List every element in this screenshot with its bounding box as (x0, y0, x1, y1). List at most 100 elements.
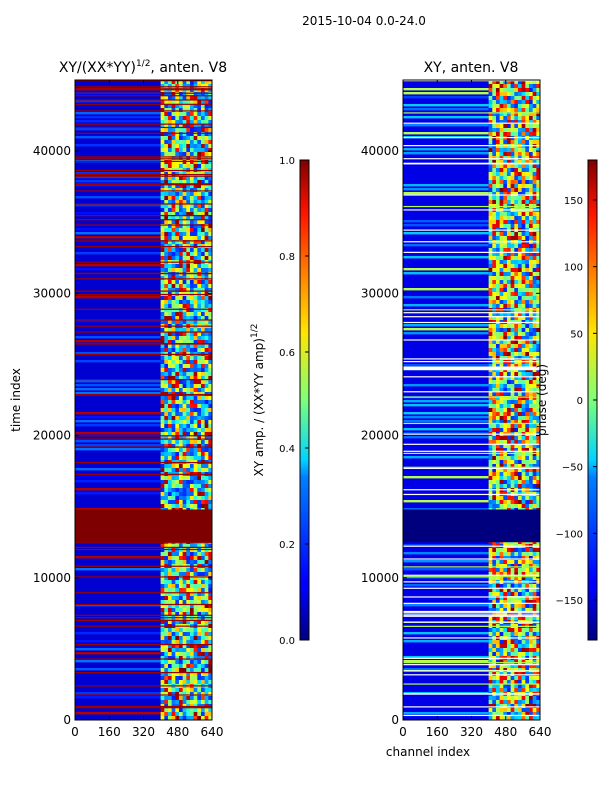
heatmap-cell (403, 544, 489, 547)
colorbar-tick-label: 50 (570, 329, 583, 340)
heatmap-cell (204, 584, 209, 589)
heatmap-cell (164, 288, 169, 293)
heatmap-cell (536, 420, 540, 425)
heatmap-cell (171, 136, 176, 141)
heatmap-cell (521, 192, 526, 197)
left-title-sup: 1/2 (136, 59, 150, 69)
heatmap-cell (528, 596, 533, 601)
heatmap-cell (175, 680, 180, 685)
heatmap-cell (503, 280, 508, 285)
heatmap-cell (204, 412, 209, 417)
heatmap-cell (503, 276, 508, 281)
heatmap-cell (197, 252, 202, 257)
heatmap-cell (510, 400, 515, 405)
heatmap-cell (510, 132, 515, 137)
heatmap-cell (517, 464, 522, 469)
heatmap-cell (182, 296, 187, 301)
heatmap-cell (506, 220, 511, 225)
heatmap-cell (208, 384, 212, 389)
heatmap-cell (492, 444, 497, 449)
heatmap-cell (510, 112, 515, 117)
heatmap-cell (193, 416, 198, 421)
heatmap-cell (532, 680, 537, 685)
heatmap-cell (175, 404, 180, 409)
heatmap-cell (536, 424, 540, 429)
left-colorbar-label-sup: 1/2 (250, 324, 260, 338)
heatmap-cell (517, 640, 522, 645)
heatmap-cell (204, 224, 209, 229)
heatmap-cell (167, 264, 172, 269)
heatmap-cell (525, 556, 530, 561)
heatmap-cell (189, 396, 194, 401)
heatmap-cell (517, 272, 522, 277)
heatmap-cell (514, 356, 519, 361)
heatmap-cell (193, 104, 198, 109)
heatmap-cell (492, 324, 497, 329)
heatmap-cell (208, 432, 212, 437)
heatmap-cell (528, 80, 533, 85)
heatmap-cell (208, 148, 212, 153)
heatmap-cell (193, 420, 198, 425)
heatmap-cell (204, 604, 209, 609)
heatmap-cell (193, 552, 198, 557)
heatmap-cell (488, 576, 493, 581)
heatmap-cell (499, 288, 504, 293)
heatmap-cell (171, 300, 176, 305)
heatmap-cell (193, 220, 198, 225)
heatmap-cell (197, 492, 202, 497)
heatmap-cell (164, 208, 169, 213)
heatmap-cell (525, 344, 530, 349)
heatmap-cell (160, 636, 165, 641)
heatmap-cell (514, 552, 519, 557)
heatmap-cell (521, 84, 526, 89)
heatmap-cell (204, 312, 209, 317)
heatmap-cell (189, 296, 194, 301)
heatmap-cell (528, 440, 533, 445)
heatmap-cell (532, 352, 537, 357)
heatmap-cell (517, 436, 522, 441)
heatmap-cell (521, 92, 526, 97)
heatmap-cell (171, 576, 176, 581)
heatmap-cell (532, 664, 537, 669)
heatmap-cell (164, 268, 169, 273)
heatmap-cell (517, 180, 522, 185)
heatmap-cell (197, 600, 202, 605)
heatmap-cell (528, 676, 533, 681)
heatmap-cell (506, 344, 511, 349)
heatmap-cell (536, 652, 540, 657)
heatmap-cell (495, 132, 500, 137)
heatmap-cell (517, 172, 522, 177)
heatmap-cell (164, 708, 169, 713)
heatmap-cell (517, 196, 522, 201)
heatmap-cell (514, 572, 519, 577)
heatmap-cell (403, 328, 489, 331)
heatmap-cell (178, 652, 183, 657)
heatmap-cell (193, 288, 198, 293)
heatmap-cell (204, 356, 209, 361)
heatmap-cell (200, 96, 205, 101)
heatmap-cell (499, 456, 504, 461)
heatmap-cell (171, 252, 176, 257)
heatmap-cell (171, 548, 176, 553)
heatmap-cell (528, 424, 533, 429)
heatmap-cell (510, 96, 515, 101)
heatmap-cell (517, 648, 522, 653)
heatmap-cell (495, 484, 500, 489)
heatmap-cell (499, 588, 504, 593)
heatmap-cell (208, 552, 212, 557)
heatmap-cell (514, 312, 519, 317)
heatmap-cell (200, 416, 205, 421)
heatmap-cell (178, 448, 183, 453)
heatmap-cell (488, 696, 493, 701)
heatmap-cell (204, 648, 209, 653)
heatmap-cell (164, 164, 169, 169)
heatmap-cell (189, 360, 194, 365)
heatmap-cell (175, 556, 180, 561)
heatmap-cell (536, 376, 540, 381)
heatmap-cell (499, 672, 504, 677)
heatmap-cell (186, 228, 191, 233)
heatmap-cell (186, 96, 191, 101)
heatmap-cell (171, 360, 176, 365)
heatmap-cell (186, 480, 191, 485)
